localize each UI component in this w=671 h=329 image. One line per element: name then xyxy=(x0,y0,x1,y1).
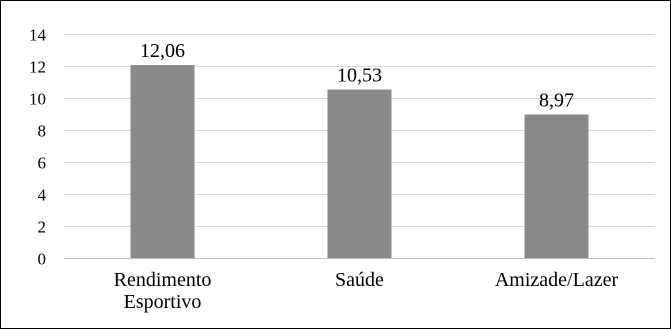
bars xyxy=(130,65,589,259)
y-tick-label: 12 xyxy=(29,58,46,77)
y-tick-label: 2 xyxy=(38,218,47,237)
x-tick-label: Rendimento xyxy=(114,269,212,291)
data-labels: 12,06 10,53 8,97 xyxy=(140,40,574,111)
y-tick-label: 10 xyxy=(29,90,46,109)
bar xyxy=(524,114,589,258)
bar xyxy=(130,65,195,258)
y-tick-label: 14 xyxy=(29,26,47,45)
data-label: 8,97 xyxy=(539,89,574,111)
x-tick-label: Esportivo xyxy=(124,291,202,313)
y-tick-label: 4 xyxy=(38,186,47,205)
data-label: 12,06 xyxy=(140,40,185,62)
bar xyxy=(327,89,392,259)
y-tick-label: 0 xyxy=(38,250,47,269)
x-tick-label: Saúde xyxy=(335,269,384,291)
x-tick-label: Amizade/Lazer xyxy=(495,269,619,291)
data-label: 10,53 xyxy=(337,65,382,87)
y-tick-label: 8 xyxy=(38,122,47,141)
y-tick-label: 6 xyxy=(38,154,47,173)
y-axis-tick-labels: 0 2 4 6 8 10 12 14 xyxy=(29,26,47,269)
